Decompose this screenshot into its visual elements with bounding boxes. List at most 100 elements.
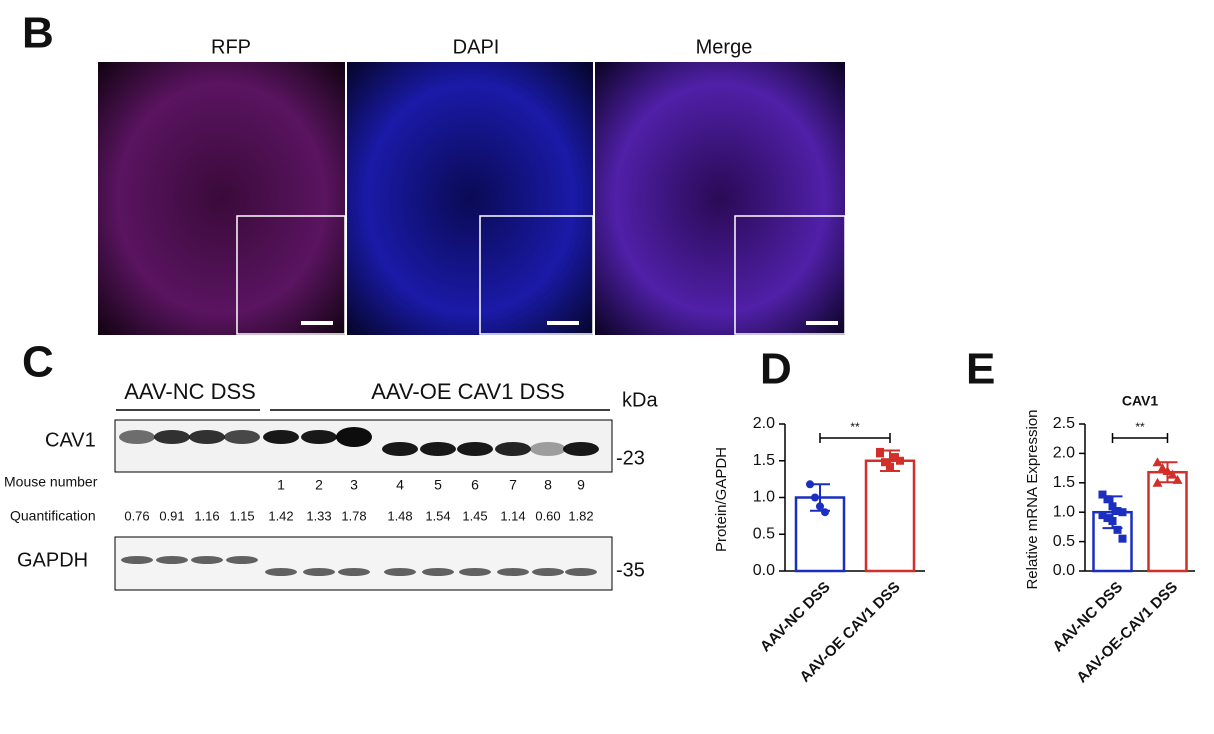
y-tick-label: 0.5: [753, 525, 775, 542]
mouse-number: 7: [509, 477, 517, 493]
y-tick-label: 1.5: [753, 452, 775, 469]
mouse-number: 1: [277, 477, 285, 493]
y-tick-label: 2.0: [753, 415, 775, 432]
y-axis-label: Protein/GAPDH: [713, 447, 730, 552]
data-point: [1103, 514, 1112, 523]
y-axis-label: Relative mRNA Expression: [1024, 409, 1041, 589]
panel-letter: C: [22, 338, 54, 387]
inset: [236, 215, 346, 335]
unit-label: kDa: [622, 389, 658, 411]
data-point: [896, 456, 904, 465]
quantification: 1.82: [568, 508, 593, 523]
data-point: [891, 453, 899, 462]
mouse-number: 8: [544, 477, 552, 493]
chart-title: CAV1: [1122, 393, 1159, 409]
blot-band: [422, 568, 454, 576]
kda-marker: -35: [616, 559, 645, 581]
significance-bracket: [1111, 433, 1169, 443]
blot-band: [497, 568, 529, 576]
blot-band: [189, 430, 225, 444]
data-point: [821, 508, 829, 517]
quantification: 1.15: [229, 508, 254, 523]
blot-band: [457, 442, 493, 456]
data-point: [1103, 495, 1112, 504]
quantification: 1.48: [387, 508, 412, 523]
data-point: [1162, 466, 1173, 476]
quantification: 0.91: [159, 508, 184, 523]
y-tick-label: 0.0: [1053, 562, 1075, 579]
blot-band: [301, 430, 337, 444]
data-point: [886, 462, 894, 471]
row-label: Mouse number: [4, 474, 98, 490]
merge-image: [595, 62, 845, 335]
data-point: [806, 480, 814, 489]
quantification: 1.14: [500, 508, 525, 523]
image-title: Merge: [696, 36, 753, 58]
blot-band: [191, 556, 223, 564]
blot-band: [336, 427, 372, 447]
mouse-number: 9: [577, 477, 585, 493]
x-tick-label: AAV-NC DSS: [757, 579, 834, 656]
rfp-image: [98, 62, 345, 335]
mouse-number: 6: [471, 477, 479, 493]
data-point: [1167, 469, 1178, 479]
data-point: [1113, 525, 1122, 534]
mouse-number: 3: [350, 477, 358, 493]
data-point: [1157, 463, 1168, 473]
blot-band: [459, 568, 491, 576]
y-tick-label: 2.0: [1053, 445, 1075, 462]
y-tick-label: 0.5: [1053, 533, 1075, 550]
panel-letter: D: [760, 345, 792, 394]
data-point: [1113, 507, 1122, 516]
significance: **: [850, 420, 860, 434]
blot-band: [563, 442, 599, 456]
data-point: [876, 447, 884, 456]
panel-letter: E: [966, 345, 995, 394]
y-tick-label: 1.0: [753, 489, 775, 506]
blot-band: [565, 568, 597, 576]
image-title: DAPI: [453, 36, 500, 58]
kda-marker: -23: [616, 447, 645, 469]
bar: [864, 459, 916, 573]
mouse-number: 5: [434, 477, 442, 493]
blot-band: [119, 430, 155, 444]
inset: [734, 215, 846, 335]
significance: **: [1135, 420, 1145, 434]
blot-band: [530, 442, 566, 456]
blot-name: CAV1: [45, 429, 96, 451]
x-tick-label: AAV-OE-CAV1 DSS: [1073, 579, 1181, 687]
blot-band: [532, 568, 564, 576]
blot-band: [226, 556, 258, 564]
mouse-number: 4: [396, 477, 404, 493]
data-point: [881, 458, 889, 467]
quantification: 1.33: [306, 508, 331, 523]
inset: [479, 215, 594, 335]
blot-band: [265, 568, 297, 576]
data-point: [1152, 477, 1163, 487]
data-point: [1118, 508, 1127, 517]
quantification: 1.16: [194, 508, 219, 523]
quantification: 1.78: [341, 508, 366, 523]
data-point: [1108, 502, 1117, 511]
blot-band: [384, 568, 416, 576]
dapi-image: [347, 62, 593, 335]
group-label: AAV-OE CAV1 DSS: [371, 379, 565, 404]
blot-band: [382, 442, 418, 456]
blot-band: [154, 430, 190, 444]
significance-bracket: [819, 433, 891, 443]
micrographs: [98, 62, 846, 335]
row-label: Quantification: [10, 508, 96, 524]
group-label: AAV-NC DSS: [124, 379, 256, 404]
quantification: 1.54: [425, 508, 450, 523]
y-tick-label: 2.5: [1053, 415, 1075, 432]
y-tick-label: 1.5: [1053, 474, 1075, 491]
quantification: 0.60: [535, 508, 560, 523]
y-tick-label: 0.0: [753, 562, 775, 579]
blot-band: [121, 556, 153, 564]
data-point: [816, 502, 824, 511]
blot-band: [338, 568, 370, 576]
quantification: 1.45: [462, 508, 487, 523]
data-point: [1098, 511, 1107, 520]
mouse-number: 2: [315, 477, 323, 493]
